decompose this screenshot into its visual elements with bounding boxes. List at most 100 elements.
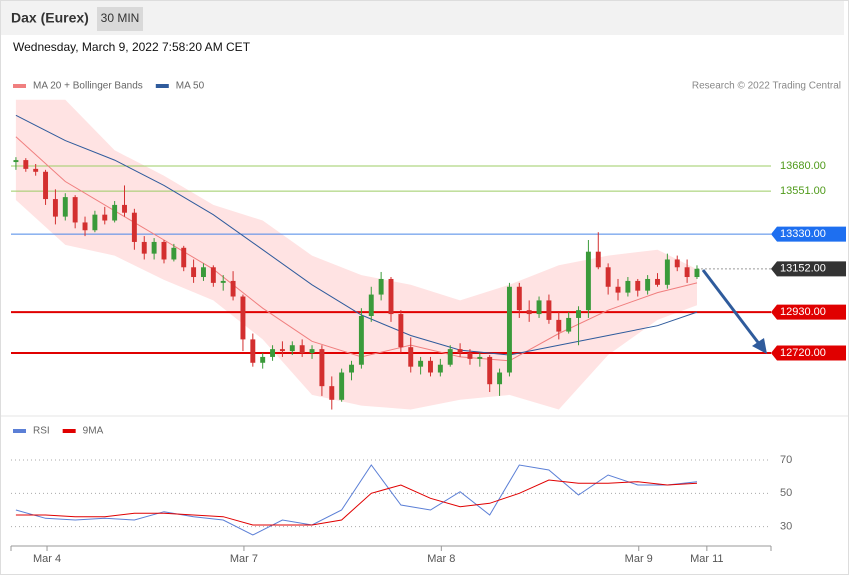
candle-body <box>398 314 404 348</box>
candle-body <box>230 280 236 297</box>
candle-body <box>447 349 453 365</box>
timestamp: Wednesday, March 9, 2022 7:58:20 AM CET <box>13 40 251 54</box>
line-series <box>15 464 698 536</box>
level-label-box <box>771 345 846 361</box>
x-tick-label: Mar 8 <box>427 553 455 565</box>
candle-body <box>595 251 601 268</box>
candle-body <box>467 353 473 359</box>
legend-label: MA 20 + Bollinger Bands <box>33 81 143 92</box>
candle-body <box>655 278 660 285</box>
interval-button[interactable] <box>97 7 143 31</box>
candle-body <box>546 300 552 320</box>
candle-body <box>339 372 345 400</box>
level-label: 13551.00 <box>780 185 826 197</box>
y-tick-label: 50 <box>780 487 792 499</box>
candle-body <box>516 286 522 311</box>
candle-body <box>112 204 118 221</box>
candle-body <box>161 241 167 260</box>
candle-body <box>72 197 78 223</box>
candle-body <box>201 267 206 278</box>
candle-body <box>13 160 19 163</box>
candle-body <box>556 319 562 332</box>
candle-body <box>457 349 463 354</box>
x-tick-label: Mar 7 <box>230 553 258 565</box>
candle-body <box>23 160 29 169</box>
candle-body <box>684 267 690 278</box>
candle-body <box>270 349 276 357</box>
level-label: 13680.00 <box>780 160 826 172</box>
candle-body <box>497 372 503 385</box>
candle-body <box>605 267 611 287</box>
candle-body <box>62 197 68 217</box>
bollinger-band <box>15 99 697 410</box>
candle-body <box>191 267 197 278</box>
candle-body <box>428 360 433 373</box>
candle-body <box>378 278 384 295</box>
credit: Research © 2022 Trading Central <box>692 81 841 92</box>
interval[interactable]: 30 MIN <box>101 11 140 25</box>
candle-body <box>506 286 512 373</box>
candle-body <box>615 286 621 293</box>
candle-body <box>141 241 147 254</box>
level-label-box <box>771 304 846 320</box>
arrow-head <box>752 338 767 354</box>
legend-label: 9MA <box>83 426 104 437</box>
line-series <box>15 479 698 526</box>
candle-body <box>526 310 532 315</box>
y-tick-label: 30 <box>780 521 792 533</box>
candle-body <box>52 199 58 217</box>
candle-body <box>122 204 127 213</box>
title: Dax (Eurex) <box>11 10 89 26</box>
level-label-box <box>771 226 846 242</box>
candle-body <box>418 360 424 367</box>
legend-swatch <box>13 429 26 433</box>
candle-body <box>408 347 414 367</box>
x-tick-label: Mar 11 <box>690 553 723 565</box>
candle-body <box>368 294 374 316</box>
candle-body <box>319 349 325 387</box>
legend-label: RSI <box>33 426 50 437</box>
candle-body <box>151 241 157 254</box>
candle-body <box>694 268 700 278</box>
candle-body <box>92 214 98 231</box>
level-label: 12930.00 <box>780 306 826 318</box>
candle-body <box>210 267 216 283</box>
legend-swatch <box>13 84 26 88</box>
y-tick-label: 70 <box>780 454 792 466</box>
candle-body <box>477 356 483 359</box>
candle-body <box>279 349 285 352</box>
candle-body <box>309 349 315 354</box>
x-tick-label: Mar 9 <box>625 553 653 565</box>
candle-body <box>635 280 641 291</box>
candle-body <box>250 339 256 363</box>
level-label: 13330.00 <box>780 228 826 240</box>
level-label: 13152.00 <box>780 263 826 275</box>
legend-swatch <box>155 84 169 88</box>
candle-body <box>674 259 680 268</box>
candle-body <box>240 296 246 340</box>
candle-body <box>625 280 631 293</box>
candle-body <box>645 278 651 291</box>
candle-body <box>171 247 177 260</box>
forecast-arrow <box>701 269 767 354</box>
candle-body <box>82 222 88 231</box>
candle-body <box>585 251 591 311</box>
candle-body <box>299 345 305 354</box>
candle-body <box>181 247 187 268</box>
legend-swatch <box>62 429 76 433</box>
candle-body <box>33 168 39 172</box>
candle-body <box>664 259 670 285</box>
level-label-box <box>771 261 846 277</box>
candle-body <box>260 356 266 363</box>
candle-body <box>131 212 137 242</box>
candle-body <box>349 364 354 373</box>
candle-body <box>220 280 226 283</box>
legend-label: MA 50 <box>176 81 205 92</box>
candle-body <box>329 386 335 400</box>
candle-body <box>388 278 394 315</box>
level-label: 12720.00 <box>780 347 826 359</box>
candle-body <box>536 300 542 315</box>
